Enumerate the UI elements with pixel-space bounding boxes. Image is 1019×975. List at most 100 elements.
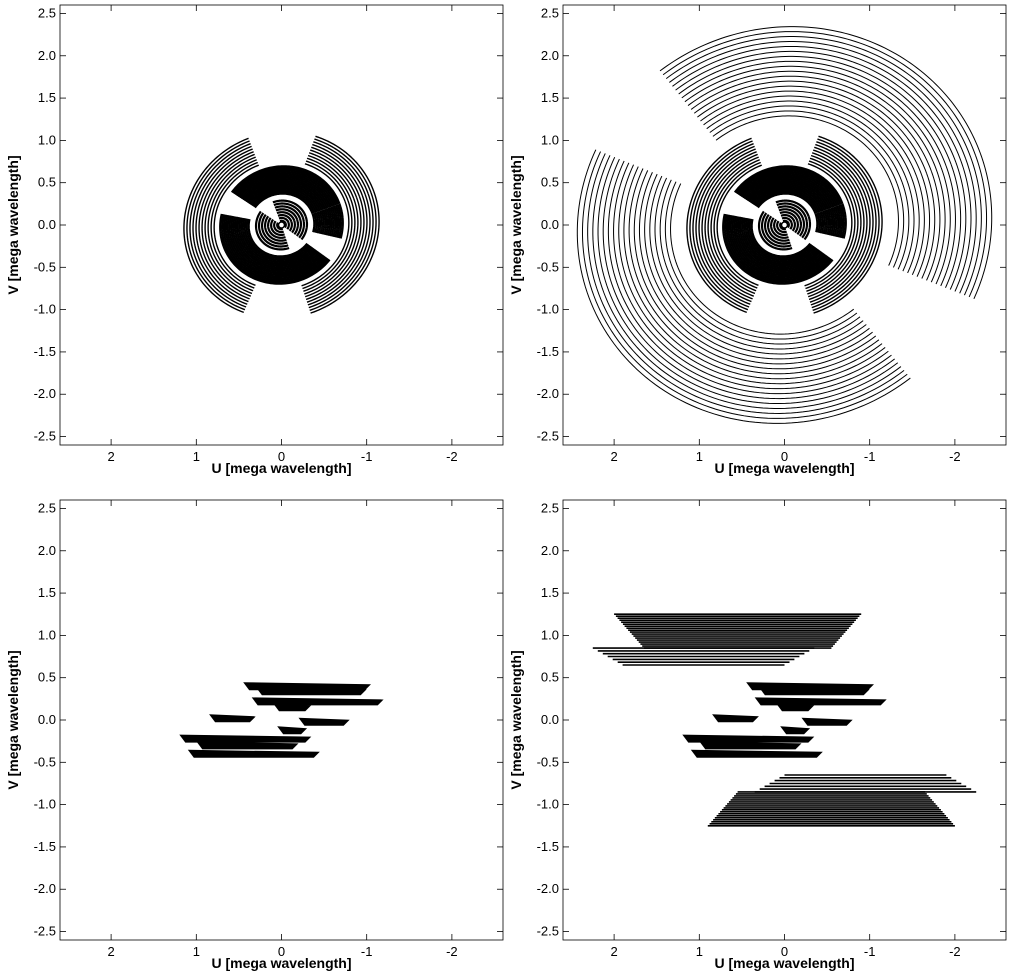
uv-band xyxy=(699,741,802,750)
y-tick-label: 0.0 xyxy=(541,712,559,727)
uv-track xyxy=(664,181,858,340)
uv-track xyxy=(633,170,877,370)
uv-track xyxy=(834,206,840,238)
uv-track xyxy=(249,187,319,213)
y-tick-label: -1.5 xyxy=(34,344,56,359)
uv-track xyxy=(333,205,339,238)
uv-track xyxy=(243,218,312,262)
uv-track xyxy=(204,156,256,295)
uv-track xyxy=(320,210,325,235)
uv-track xyxy=(309,192,377,312)
uv-track xyxy=(306,157,352,200)
x-tick-label: -2 xyxy=(949,944,961,959)
uv-track xyxy=(669,41,967,160)
uv-track xyxy=(246,183,323,211)
data-layer xyxy=(576,26,993,424)
uv-track xyxy=(715,115,893,186)
uv-track xyxy=(314,138,372,193)
x-tick-label: 0 xyxy=(781,449,788,464)
y-tick-label: 0.0 xyxy=(38,712,56,727)
uv-track xyxy=(315,135,375,192)
uv-track xyxy=(825,209,830,236)
uv-track xyxy=(773,218,788,237)
uv-track xyxy=(272,199,307,217)
y-tick-label: -2.5 xyxy=(34,429,56,444)
uv-track xyxy=(689,140,753,311)
uv-track xyxy=(811,152,861,198)
uv-track xyxy=(311,213,316,233)
uv-track xyxy=(318,210,324,235)
uv-track xyxy=(298,216,306,239)
y-tick-label: -0.5 xyxy=(537,754,559,769)
uv-track xyxy=(741,174,835,208)
uv-track xyxy=(911,176,925,276)
y-axis-label: V [mega wavelength] xyxy=(508,155,524,294)
uv-track xyxy=(954,160,972,292)
uv-band xyxy=(298,717,350,726)
uv-track xyxy=(713,161,761,289)
uv-track xyxy=(293,218,300,235)
uv-track xyxy=(968,155,988,298)
uv-track xyxy=(888,185,899,266)
uv-band xyxy=(712,714,759,723)
uv-track xyxy=(727,214,830,280)
data-layer xyxy=(179,682,384,758)
uv-track xyxy=(789,222,793,230)
uv-track xyxy=(700,90,918,177)
uv-track xyxy=(325,208,331,236)
uv-track xyxy=(776,220,788,234)
uv-track xyxy=(224,214,327,280)
uv-track xyxy=(331,206,337,238)
uv-track xyxy=(697,85,923,176)
uv-track xyxy=(709,105,903,183)
uv-band xyxy=(251,697,384,706)
uv-track xyxy=(816,212,821,233)
uv-band xyxy=(196,741,299,750)
uv-track xyxy=(735,216,824,273)
uv-track xyxy=(750,185,824,212)
uv-track xyxy=(230,165,341,205)
y-tick-label: 2.5 xyxy=(541,500,559,515)
uv-track xyxy=(678,55,952,165)
uv-track xyxy=(581,151,908,419)
uv-track xyxy=(777,205,804,219)
uv-track xyxy=(757,192,817,215)
panel-top-left: 2 1 0 -1 -2 2.5 2.0 1.5 1.0 0.5 0.0 -0.5 -1.0 -1.5 -2.… xyxy=(5,4,504,476)
uv-track xyxy=(735,167,842,205)
x-tick-label: -1 xyxy=(361,449,373,464)
uv-track xyxy=(738,170,839,207)
uv-track xyxy=(841,203,847,239)
x-tick-label: -1 xyxy=(361,944,373,959)
y-tick-label: 0.0 xyxy=(38,217,56,232)
panel-bottom-right: 2 1 0 -1 -2 2.5 2.0 1.5 1.0 0.5 0.0 -0.5 -1.0 -1.5 -2.… xyxy=(508,499,1007,971)
y-tick-label: 1.0 xyxy=(541,627,559,642)
uv-track xyxy=(286,222,290,230)
uv-track xyxy=(776,202,807,218)
uv-track xyxy=(662,31,976,156)
uv-track xyxy=(313,141,369,194)
uv-track xyxy=(235,170,336,207)
uv-track xyxy=(827,208,832,236)
uv-track xyxy=(752,187,822,213)
uv-track xyxy=(308,152,358,198)
y-tick-label: 1.5 xyxy=(38,585,56,600)
uv-track xyxy=(749,183,826,211)
x-tick-label: 2 xyxy=(107,944,114,959)
uv-track xyxy=(973,153,993,300)
y-tick-label: -0.5 xyxy=(34,754,56,769)
uv-track xyxy=(770,217,789,239)
uv-track xyxy=(186,140,250,311)
x-axis-label: U [mega wavelength] xyxy=(714,955,854,971)
uv-track xyxy=(301,201,350,287)
uv-track xyxy=(767,215,790,242)
uv-track xyxy=(313,212,318,233)
uv-track xyxy=(779,211,799,221)
x-tick-label: -2 xyxy=(949,449,961,464)
uv-track xyxy=(686,137,752,314)
uv-track xyxy=(921,172,936,279)
uv-track xyxy=(336,204,342,239)
uv-track xyxy=(808,196,868,301)
x-tick-label: 0 xyxy=(278,944,285,959)
y-tick-label: 1.5 xyxy=(38,90,56,105)
uv-track xyxy=(698,148,756,303)
